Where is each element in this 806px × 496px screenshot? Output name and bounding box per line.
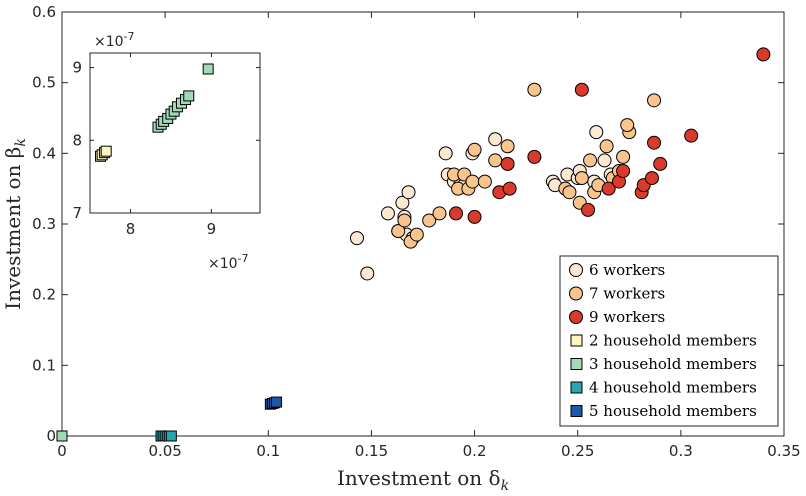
data-point bbox=[589, 125, 604, 140]
data-point bbox=[432, 206, 447, 221]
data-point bbox=[599, 139, 614, 154]
data-point bbox=[562, 185, 577, 200]
legend-marker bbox=[570, 334, 583, 347]
data-point bbox=[271, 396, 283, 408]
inset-data-point bbox=[202, 63, 214, 75]
data-point bbox=[756, 47, 771, 62]
y-tick-label: 0.3 bbox=[32, 215, 56, 233]
x-tick-label: 0.25 bbox=[561, 442, 594, 460]
data-point bbox=[583, 153, 598, 168]
data-point bbox=[601, 181, 616, 196]
data-point bbox=[395, 195, 410, 210]
x-tick-label: 0.1 bbox=[256, 442, 280, 460]
y-axis-title: Investment on βk bbox=[1, 138, 29, 310]
data-point bbox=[574, 82, 589, 97]
data-point bbox=[502, 181, 517, 196]
data-point bbox=[438, 146, 453, 161]
legend-label: 9 workers bbox=[589, 308, 665, 326]
legend-marker bbox=[570, 405, 583, 417]
data-point bbox=[465, 174, 480, 189]
data-point bbox=[581, 202, 596, 217]
legend-marker bbox=[569, 286, 583, 301]
inset-y-tick-label: 8 bbox=[72, 131, 82, 149]
data-points bbox=[56, 47, 771, 442]
inset-y-tick-label: 7 bbox=[72, 204, 82, 222]
inset-frame bbox=[89, 52, 261, 214]
legend-marker bbox=[569, 310, 583, 324]
data-point bbox=[401, 185, 416, 200]
data-point bbox=[527, 149, 542, 164]
data-point bbox=[477, 174, 492, 189]
data-point bbox=[644, 171, 659, 186]
legend-label: 5 household members bbox=[589, 402, 757, 420]
data-point bbox=[380, 206, 395, 221]
x-tick-label: 0.2 bbox=[463, 442, 487, 460]
x-tick-label: 0.3 bbox=[669, 442, 693, 460]
legend-marker bbox=[569, 263, 583, 277]
data-point bbox=[620, 118, 635, 133]
legend-box bbox=[559, 255, 779, 427]
x-axis-title: Investment on δk bbox=[337, 466, 509, 494]
data-point bbox=[449, 206, 464, 221]
data-point bbox=[397, 213, 412, 228]
data-point bbox=[409, 227, 424, 242]
x-tick-label: 0 bbox=[57, 442, 67, 460]
data-point bbox=[56, 430, 68, 442]
y-tick-label: 0.6 bbox=[32, 3, 56, 21]
data-point bbox=[653, 156, 668, 171]
x-tick-label: 0.35 bbox=[767, 442, 800, 460]
data-point bbox=[422, 213, 437, 228]
data-point bbox=[467, 142, 482, 157]
y-tick-label: 0.2 bbox=[32, 286, 56, 304]
legend-label: 3 household members bbox=[589, 355, 757, 373]
data-point bbox=[467, 209, 482, 224]
data-point bbox=[488, 153, 503, 168]
inset-x-tick-label: 8 bbox=[126, 220, 136, 238]
legend-label: 4 household members bbox=[589, 379, 757, 397]
data-point bbox=[647, 93, 662, 108]
legend-label: 6 workers bbox=[589, 261, 665, 279]
data-point bbox=[500, 139, 515, 154]
inset-x-tick-label: 9 bbox=[207, 220, 217, 238]
data-point bbox=[349, 231, 364, 246]
inset-y-tick-label: 9 bbox=[72, 59, 82, 77]
y-tick-label: 0 bbox=[46, 427, 56, 445]
x-tick-label: 0.15 bbox=[355, 442, 388, 460]
data-point bbox=[616, 164, 631, 178]
data-point bbox=[527, 82, 542, 97]
legend-label: 7 workers bbox=[589, 285, 665, 303]
legend-marker bbox=[570, 358, 583, 370]
data-point bbox=[165, 430, 177, 442]
inset-data-point bbox=[100, 145, 112, 157]
y-tick-label: 0.5 bbox=[32, 74, 56, 92]
data-point bbox=[684, 128, 699, 143]
data-point bbox=[391, 224, 406, 239]
y-tick-label: 0.1 bbox=[32, 356, 56, 374]
data-point bbox=[488, 132, 503, 147]
data-point bbox=[597, 153, 612, 168]
data-point bbox=[647, 135, 662, 150]
inset-data-point bbox=[183, 90, 195, 102]
data-point bbox=[360, 266, 375, 281]
legend-marker bbox=[570, 381, 583, 394]
inset-data-points bbox=[95, 63, 214, 162]
x-tick-label: 0.05 bbox=[148, 442, 181, 460]
data-point bbox=[574, 171, 589, 186]
data-point bbox=[500, 156, 515, 171]
legend-label: 2 household members bbox=[589, 332, 757, 350]
y-tick-label: 0.4 bbox=[32, 144, 56, 162]
data-point bbox=[616, 149, 631, 164]
